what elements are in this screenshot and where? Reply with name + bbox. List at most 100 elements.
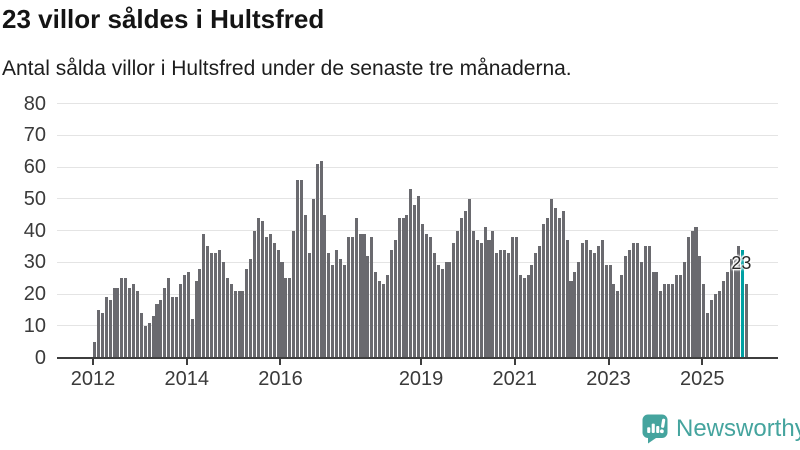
bar [241, 290, 245, 358]
bar [163, 287, 167, 358]
y-axis-label-40: 40 [23, 219, 46, 242]
bar [530, 265, 534, 358]
gridline-y-60 [57, 166, 778, 168]
bar [288, 278, 292, 358]
bar [631, 243, 636, 358]
bar [342, 265, 346, 358]
bar [643, 246, 647, 358]
bar [678, 274, 682, 358]
bar [717, 290, 721, 358]
bar [553, 208, 557, 358]
bar [561, 211, 565, 358]
bar [624, 255, 628, 358]
bar [139, 313, 143, 358]
bar [506, 252, 511, 358]
bar [475, 240, 479, 358]
bar [413, 205, 417, 358]
bar [721, 281, 725, 358]
x-axis-label-2016: 2016 [258, 368, 303, 390]
bar [397, 217, 401, 358]
bar [331, 265, 335, 358]
bar [464, 211, 468, 358]
x-axis-label-2012: 2012 [70, 368, 116, 390]
bar [358, 233, 362, 358]
bar [303, 214, 307, 358]
bar [483, 227, 487, 358]
newsworthy-bubble-chart-icon [642, 414, 668, 444]
bar [93, 341, 97, 358]
value-annotation: 23 [731, 253, 752, 274]
bar [573, 271, 577, 358]
bar [503, 249, 507, 358]
bar [706, 313, 710, 358]
bar [112, 287, 116, 358]
bar [296, 179, 300, 358]
bar [389, 249, 393, 358]
bar [651, 271, 655, 358]
bar [307, 252, 311, 358]
bar [362, 233, 366, 358]
bar [565, 240, 569, 358]
y-axis-label-0: 0 [34, 346, 46, 369]
gridline-y-70 [57, 134, 778, 136]
bar [171, 297, 175, 358]
bar [647, 246, 651, 358]
bar [487, 240, 491, 358]
bar [299, 179, 304, 358]
bar [335, 249, 339, 358]
bar [104, 297, 108, 358]
bar [257, 217, 261, 358]
bar [135, 290, 139, 358]
bar [491, 230, 495, 358]
bar [378, 281, 382, 358]
x-axis-tick-2025 [701, 359, 704, 365]
chart-title: 23 villor såldes i Hultsfred [2, 4, 325, 34]
bar [694, 227, 698, 358]
bar [725, 271, 729, 358]
bar [393, 240, 397, 358]
bar [639, 262, 643, 358]
bar [628, 249, 632, 358]
bar [260, 220, 264, 358]
bar [526, 274, 530, 358]
bar [745, 284, 749, 358]
bar [713, 294, 718, 358]
bar [686, 236, 690, 358]
bar [178, 284, 182, 358]
highlight-bar [741, 249, 745, 358]
bar [612, 284, 616, 358]
bar [350, 236, 354, 358]
bar [280, 262, 284, 358]
x-axis-tick-2012 [92, 359, 94, 365]
bar [655, 271, 659, 358]
bar [194, 281, 198, 358]
bar [428, 236, 432, 358]
bar [253, 230, 257, 358]
bar [659, 290, 663, 358]
chart-subtitle: Antal sålda villor i Hultsfred under de … [2, 57, 572, 80]
bar [424, 233, 429, 358]
bar [409, 189, 413, 358]
bar [452, 243, 456, 358]
bar [366, 255, 370, 358]
bar [217, 249, 222, 358]
bar [108, 300, 112, 358]
y-axis-label-60: 60 [23, 156, 46, 178]
newsworthy-logo[interactable]: Newsworthy [642, 414, 800, 444]
bar [96, 309, 100, 358]
bar [198, 268, 202, 358]
bar [202, 233, 206, 358]
bar [210, 252, 214, 358]
bar [315, 163, 319, 358]
bar [604, 265, 608, 358]
bar [538, 246, 542, 358]
bar [440, 268, 444, 358]
bar [514, 236, 518, 358]
bar [542, 224, 546, 358]
x-axis-tick-2019 [420, 359, 423, 365]
bar [569, 281, 573, 358]
bar [225, 278, 229, 358]
x-axis-label-2023: 2023 [586, 368, 631, 390]
y-axis-label-80: 80 [23, 92, 46, 115]
